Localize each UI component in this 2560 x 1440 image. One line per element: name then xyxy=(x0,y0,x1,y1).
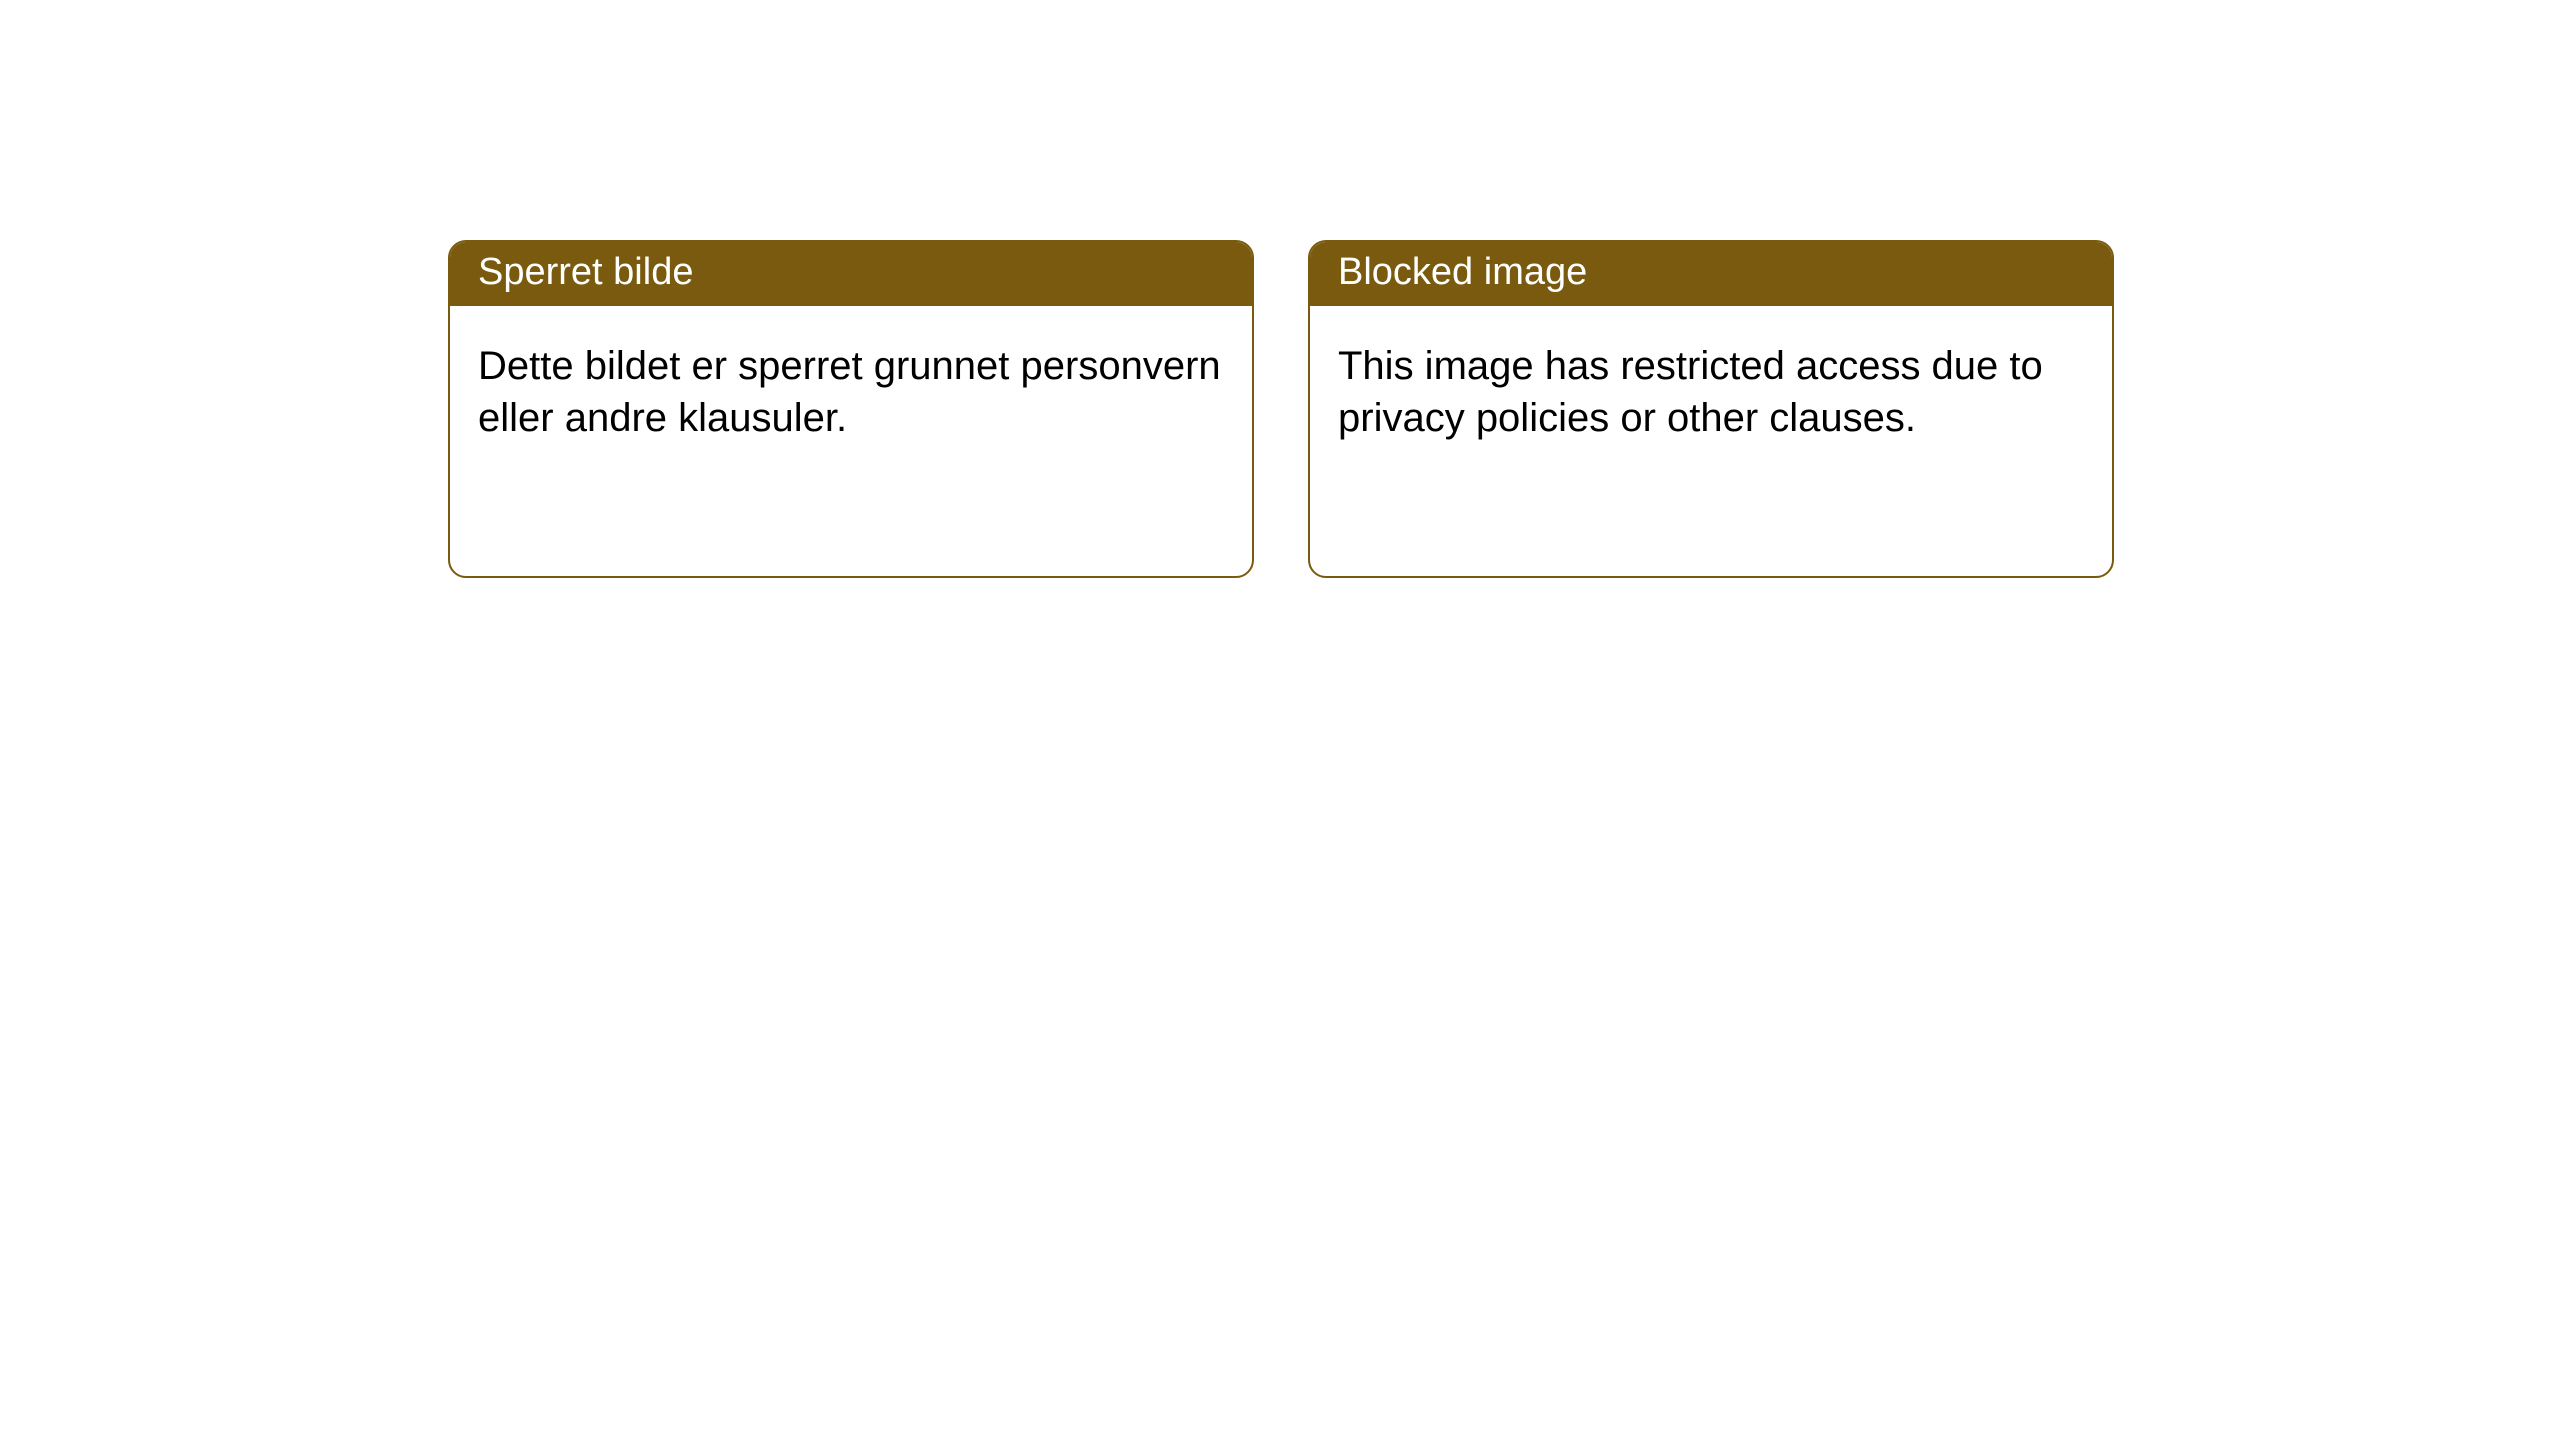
card-body-english: This image has restricted access due to … xyxy=(1310,306,2112,478)
card-body-norwegian: Dette bildet er sperret grunnet personve… xyxy=(450,306,1252,478)
card-body-text-english: This image has restricted access due to … xyxy=(1338,344,2043,440)
card-header-english: Blocked image xyxy=(1310,242,2112,306)
card-body-text-norwegian: Dette bildet er sperret grunnet personve… xyxy=(478,344,1221,440)
blocked-image-card-english: Blocked image This image has restricted … xyxy=(1308,240,2114,578)
card-title-english: Blocked image xyxy=(1338,251,1587,293)
card-header-norwegian: Sperret bilde xyxy=(450,242,1252,306)
blocked-image-card-norwegian: Sperret bilde Dette bildet er sperret gr… xyxy=(448,240,1254,578)
card-title-norwegian: Sperret bilde xyxy=(478,251,693,293)
notice-container: Sperret bilde Dette bildet er sperret gr… xyxy=(0,0,2560,578)
